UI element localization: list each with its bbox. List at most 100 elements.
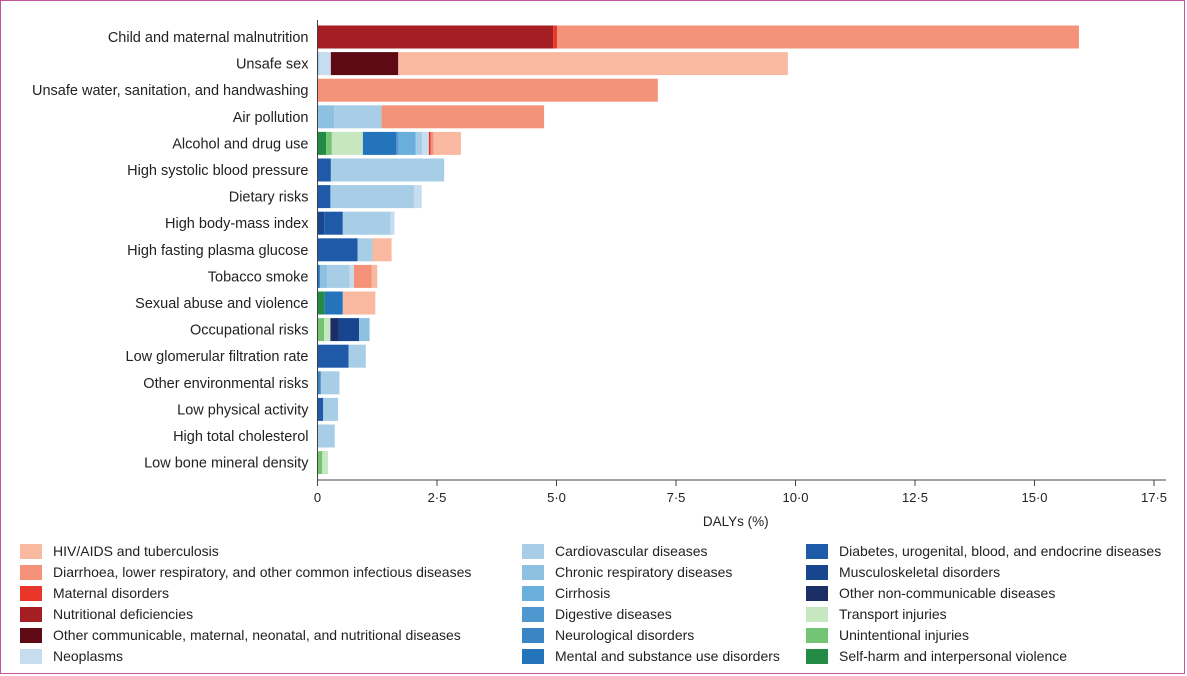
legend-swatch — [20, 544, 42, 559]
bar-segment — [330, 52, 399, 76]
bar-segment — [317, 25, 554, 49]
legend-label: Diarrhoea, lower respiratory, and other … — [53, 563, 472, 580]
bar-segment — [381, 105, 545, 129]
stacked-bar-chart: Child and maternal malnutrition Unsafe se… — [32, 20, 1167, 529]
legend-swatch — [806, 564, 828, 580]
legend-swatch — [522, 544, 544, 559]
bar-segment — [330, 158, 445, 182]
legend-swatch — [20, 564, 42, 580]
bar-segment — [342, 291, 376, 315]
legend-label: Transport injuries — [839, 605, 947, 622]
legend-swatch — [806, 606, 828, 622]
bar-segment — [330, 185, 415, 209]
bar-segment — [415, 131, 423, 155]
category-label: Unsafe water, sanitation, and handwashin… — [32, 83, 309, 99]
legend-swatch — [806, 585, 828, 601]
legend-label: Nutritional deficiencies — [53, 605, 194, 622]
legend-swatch — [806, 627, 828, 643]
bar-segment — [317, 451, 323, 475]
bar-segment — [317, 131, 327, 155]
bar-segment — [349, 264, 354, 288]
bar-segment — [320, 371, 340, 395]
legend-swatch — [20, 606, 42, 622]
legend-label: Other communicable, maternal, neonatal, … — [53, 626, 461, 643]
bar-segment — [428, 131, 431, 155]
legend-swatch — [522, 564, 544, 580]
bar-segment — [324, 291, 343, 315]
bar-segment — [317, 158, 331, 182]
category-label: Tobacco smoke — [208, 269, 309, 285]
x-tick-label: 15·0 — [1021, 490, 1047, 505]
bar-segment — [334, 105, 382, 129]
category-label: High body-mass index — [165, 216, 309, 232]
legend-swatch — [20, 648, 42, 664]
bar-segment — [317, 211, 325, 235]
bar-segment — [353, 264, 372, 288]
bar-segment — [317, 318, 325, 342]
bar-segment — [398, 52, 788, 76]
bar-segment — [317, 105, 335, 129]
bar-segment — [317, 238, 358, 262]
legend-label: Self-harm and interpersonal violence — [839, 647, 1068, 664]
category-label: Low physical activity — [177, 402, 309, 418]
bar-segment — [317, 78, 658, 102]
legend-label: Neoplasms — [53, 647, 124, 664]
bar-segment — [362, 131, 397, 155]
legend-swatch — [20, 585, 42, 601]
legend-swatch — [522, 648, 544, 664]
bar-segment — [323, 397, 339, 421]
bar-segment — [390, 211, 395, 235]
bar-segment — [317, 264, 320, 288]
x-tick-label: 17·5 — [1141, 490, 1167, 505]
bar-segment — [430, 131, 434, 155]
legend-label: HIV/AIDS and tuberculosis — [53, 543, 219, 559]
legend-label: Maternal disorders — [53, 584, 169, 601]
legend-label: Chronic respiratory diseases — [555, 563, 733, 580]
bar-segment — [414, 185, 422, 209]
category-label: Unsafe sex — [236, 57, 309, 73]
legend-label: Mental and substance use disorders — [555, 647, 780, 664]
bar-segment — [317, 424, 335, 448]
x-tick-label: 2·5 — [428, 490, 447, 505]
category-label: Dietary risks — [229, 190, 309, 206]
bar-segment — [372, 238, 392, 262]
legend-label: Digestive diseases — [555, 605, 672, 622]
legend-swatch — [20, 627, 42, 643]
category-label: Occupational risks — [190, 323, 308, 339]
bar-segment — [317, 185, 331, 209]
category-label: Low bone mineral density — [144, 456, 309, 472]
bar-segment — [326, 131, 332, 155]
legend-label: Cirrhosis — [555, 584, 611, 601]
bar-segment — [331, 131, 363, 155]
category-label: Low glomerular filtration rate — [126, 349, 309, 365]
legend-swatch — [806, 648, 828, 664]
legend: HIV/AIDS and tuberculosis Diarrhoea, lowe… — [20, 541, 1180, 671]
bar-segment — [317, 52, 320, 76]
legend-label: Diabetes, urogenital, blood, and endocri… — [839, 543, 1162, 559]
bar-segment — [324, 318, 331, 342]
x-tick-label: 7·5 — [667, 490, 686, 505]
category-label: Other environmental risks — [143, 376, 308, 392]
bar-segment — [317, 344, 349, 368]
category-label: High total cholesterol — [173, 429, 308, 445]
bar-segment — [342, 211, 391, 235]
legend-label: Neurological disorders — [555, 626, 695, 643]
legend-label: Other non-communicable diseases — [839, 584, 1056, 601]
x-tick-label: 0 — [314, 490, 321, 505]
bar-segment — [422, 131, 429, 155]
category-label: Child and maternal malnutrition — [108, 30, 309, 46]
legend-swatch — [522, 627, 544, 643]
legend-label: Cardiovascular diseases — [555, 543, 708, 559]
bar-segment — [324, 211, 343, 235]
x-axis-label: DALYs (%) — [703, 514, 769, 529]
x-tick-label: 5·0 — [547, 490, 566, 505]
bar-segment — [433, 131, 461, 155]
bar-segment — [319, 264, 328, 288]
bar-segment — [327, 264, 350, 288]
legend-swatch — [522, 606, 544, 622]
legend-label: Musculoskeletal disorders — [839, 563, 1001, 580]
bar-segment — [348, 344, 366, 368]
category-label: High fasting plasma glucose — [127, 243, 308, 259]
bar-segment — [338, 318, 360, 342]
